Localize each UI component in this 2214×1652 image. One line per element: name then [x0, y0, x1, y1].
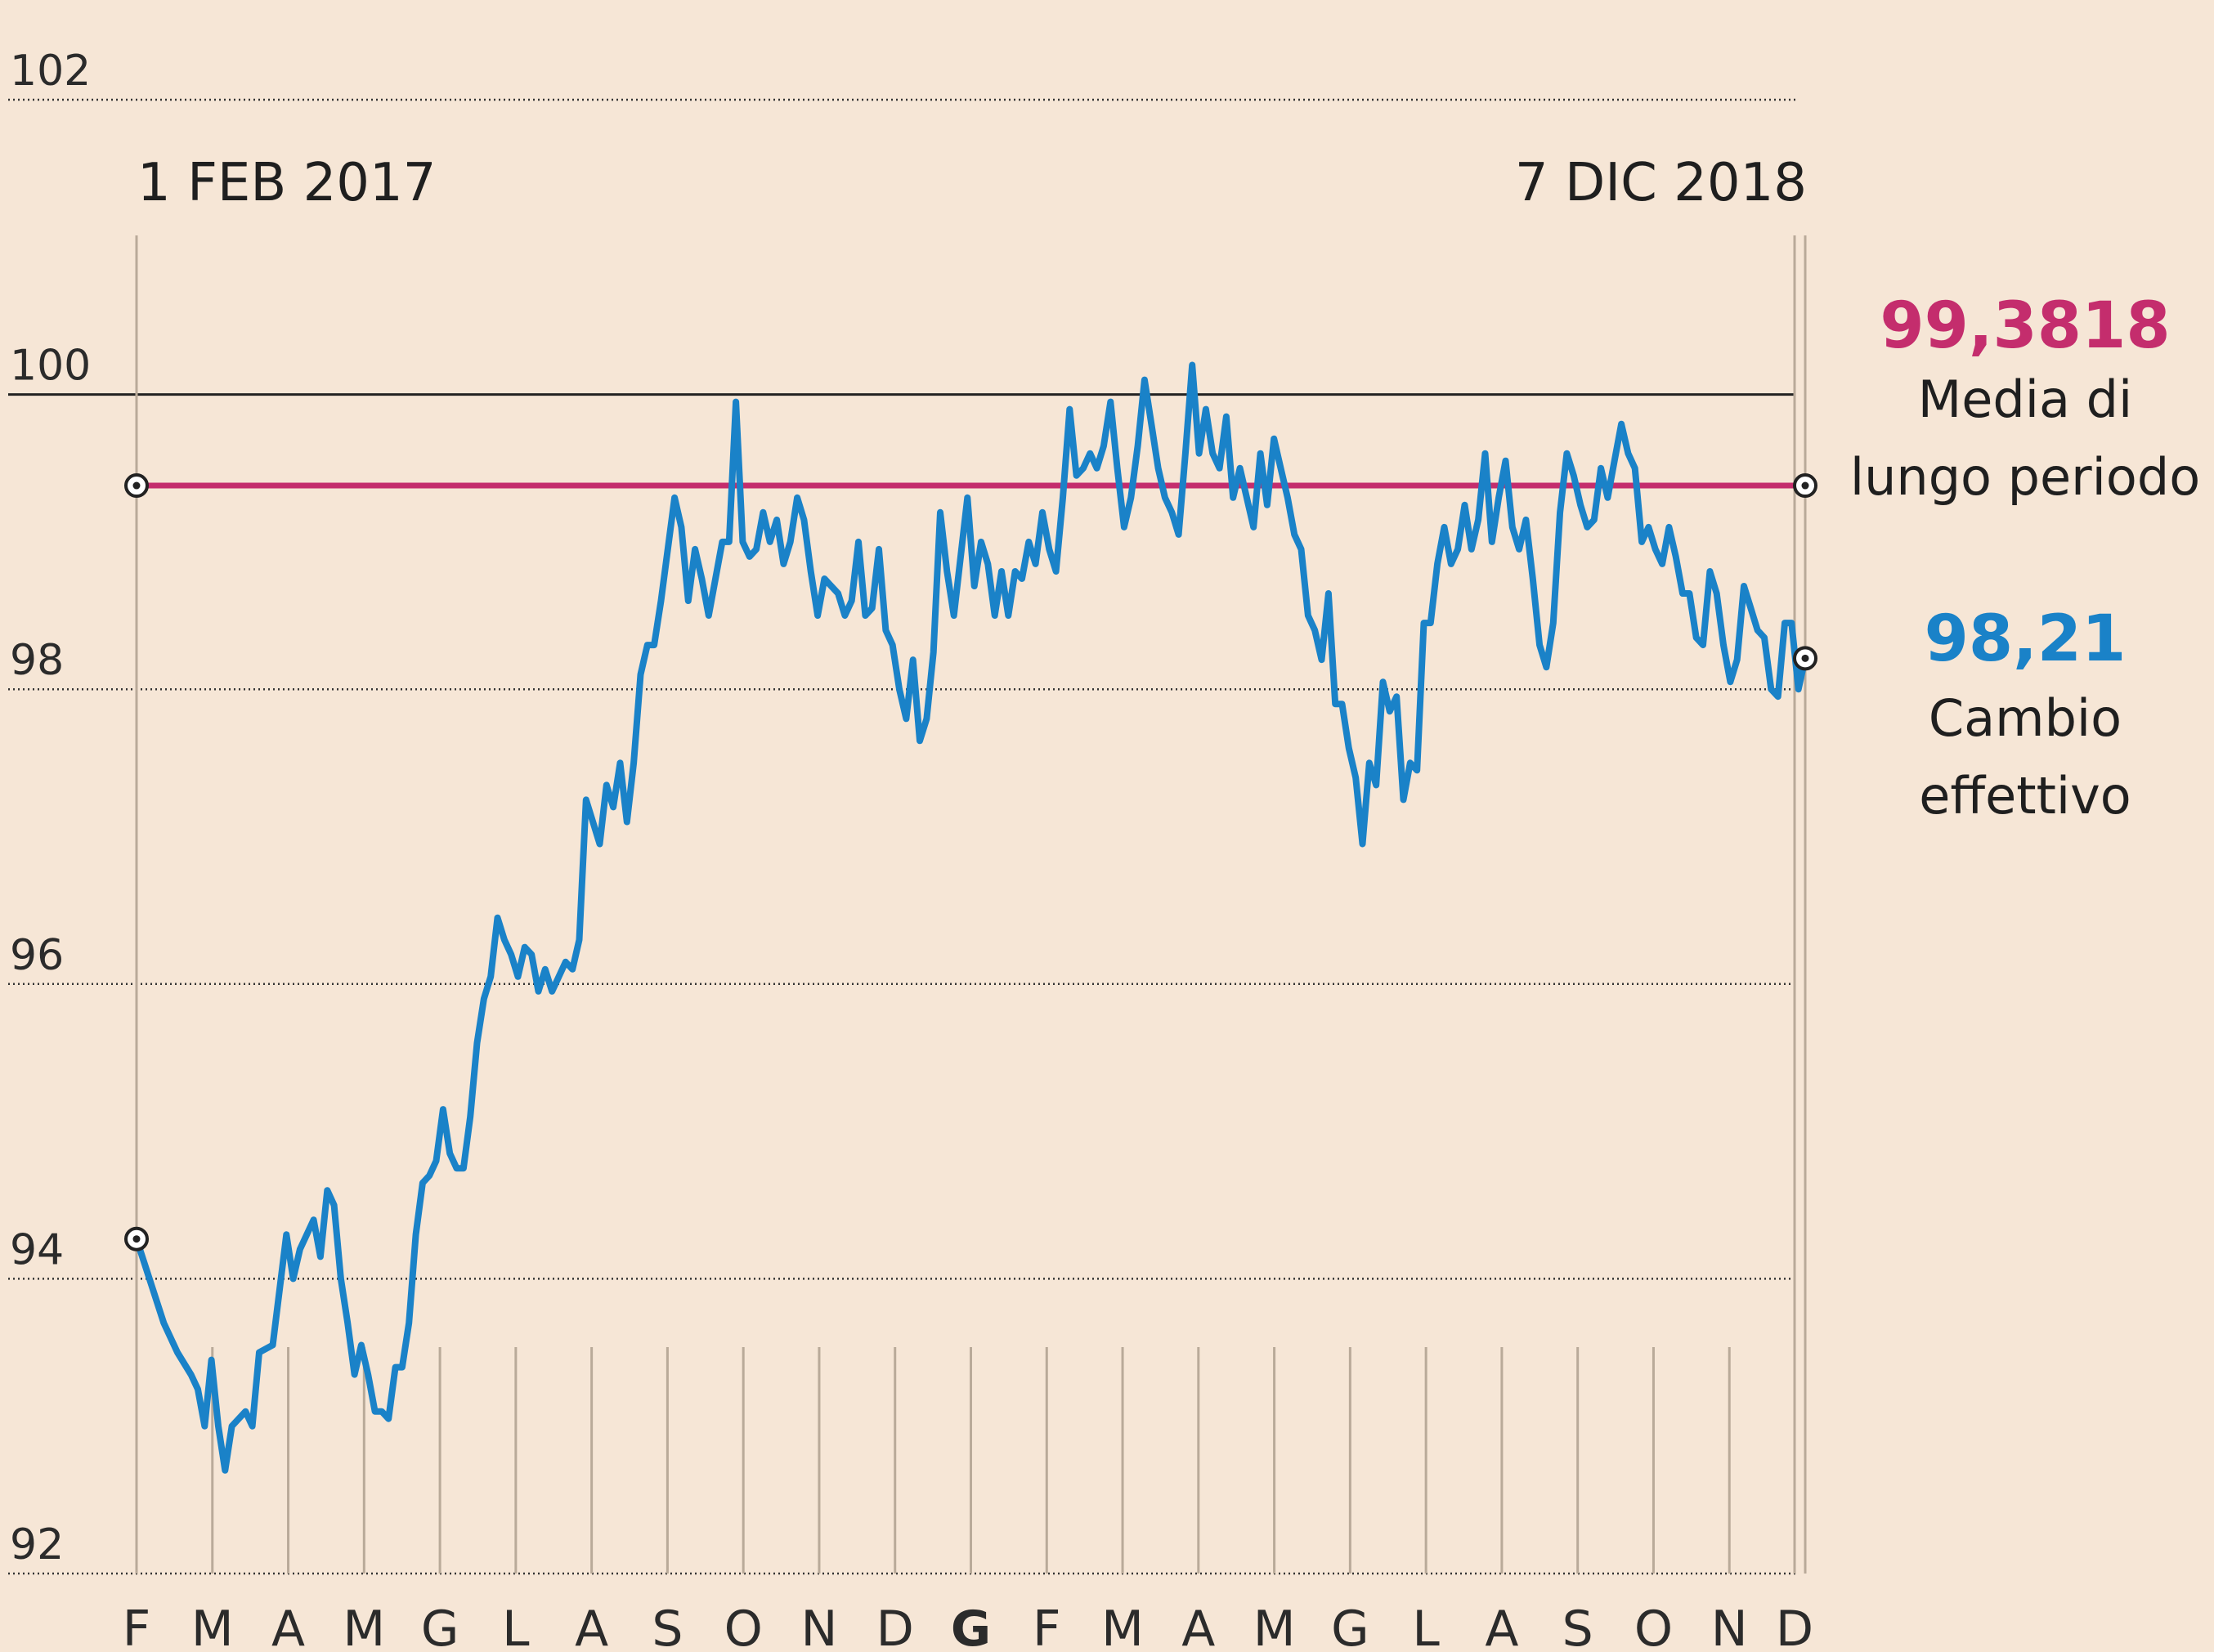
- y-tick-label-100: 100: [10, 342, 91, 391]
- y-tick-label-94: 94: [10, 1225, 64, 1274]
- x-tick-label-11: G: [951, 1601, 991, 1652]
- effective-rate-label-line1: Cambio: [1929, 688, 2122, 748]
- x-tick-label-2: A: [271, 1601, 305, 1652]
- end-date-label: 7 DIC 2018: [1515, 153, 1807, 213]
- x-tick-label-15: M: [1253, 1601, 1296, 1652]
- long-term-average-label-line1: Media di: [1918, 369, 2133, 429]
- x-tick-label-19: S: [1562, 1601, 1593, 1652]
- month-gridlines: [135, 235, 1807, 1574]
- gridlines: [8, 98, 1795, 1575]
- x-tick-label-17: L: [1412, 1601, 1440, 1652]
- y-tick-label-92: 92: [10, 1520, 64, 1569]
- long-term-average-label-line2: lungo periodo: [1850, 447, 2200, 507]
- x-tick-label-18: A: [1485, 1601, 1518, 1652]
- y-tick-label-98: 98: [10, 636, 64, 685]
- x-tick-label-4: G: [421, 1601, 459, 1652]
- long-term-average-value: 99,3818: [1880, 289, 2170, 363]
- x-tick-label-7: S: [652, 1601, 683, 1652]
- x-tick-label-21: N: [1711, 1601, 1748, 1652]
- avg-start-marker-dot: [132, 481, 141, 490]
- x-tick-label-22: D: [1776, 1601, 1813, 1652]
- effective-rate-line: [133, 361, 1808, 1474]
- rate-start-marker-dot: [132, 1235, 141, 1243]
- x-tick-label-8: O: [724, 1601, 763, 1652]
- x-tick-label-16: G: [1331, 1601, 1369, 1652]
- x-tick-label-9: N: [801, 1601, 838, 1652]
- series-layer: [124, 361, 1817, 1474]
- x-tick-label-6: A: [575, 1601, 608, 1652]
- x-tick-label-10: D: [876, 1601, 914, 1652]
- x-tick-label-13: M: [1101, 1601, 1144, 1652]
- avg-end-marker-dot: [1801, 481, 1809, 490]
- rate-end-marker-dot: [1801, 654, 1809, 662]
- x-tick-label-12: F: [1033, 1601, 1061, 1652]
- x-tick-label-1: M: [191, 1601, 234, 1652]
- x-tick-label-3: M: [343, 1601, 385, 1652]
- x-tick-label-5: L: [502, 1601, 530, 1652]
- y-tick-label-102: 102: [10, 47, 91, 96]
- x-tick-label-0: F: [123, 1601, 151, 1652]
- y-tick-label-96: 96: [10, 931, 64, 980]
- x-tick-label-14: A: [1181, 1601, 1215, 1652]
- effective-rate-value: 98,21: [1925, 602, 2127, 676]
- effective-rate-label-line2: effettivo: [1919, 766, 2131, 826]
- start-date-label: 1 FEB 2017: [137, 153, 436, 213]
- x-tick-label-20: O: [1634, 1601, 1673, 1652]
